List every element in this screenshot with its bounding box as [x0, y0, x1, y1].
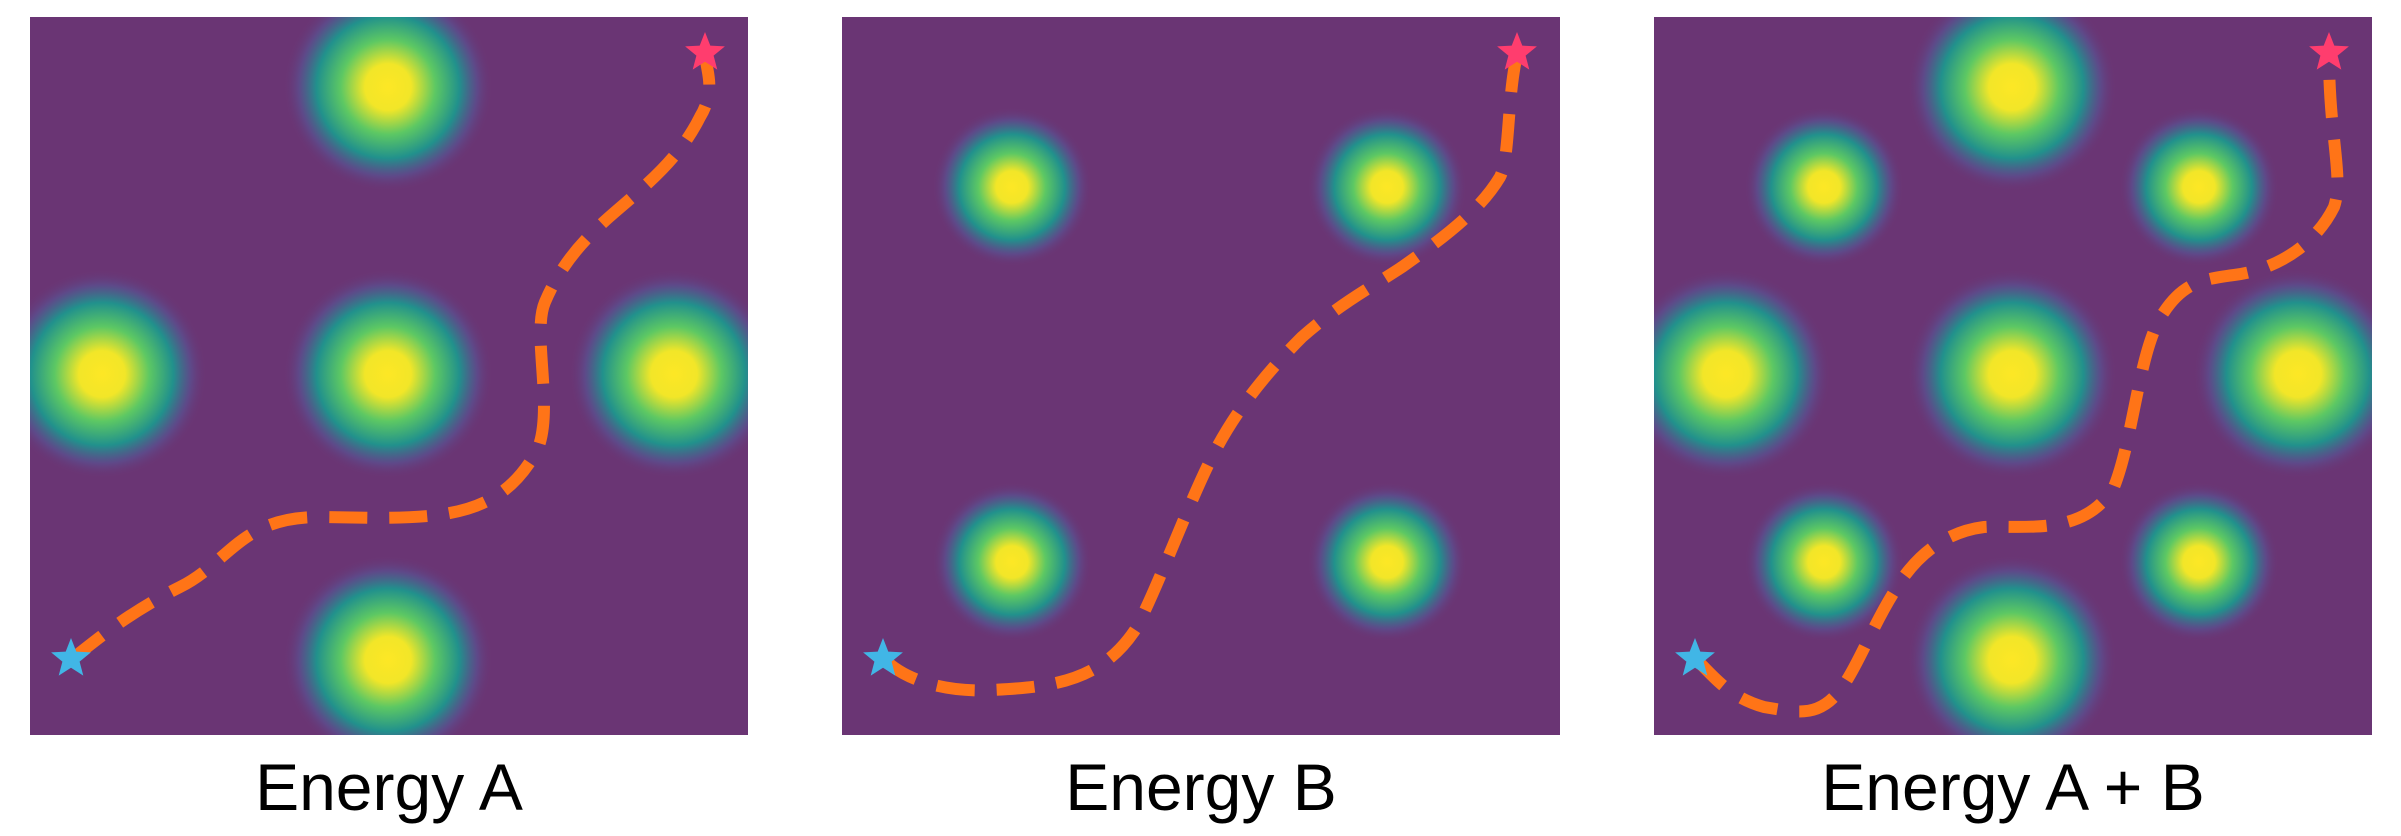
energy-peak: [1654, 269, 1831, 479]
energy-a-plus-b-panel: [1654, 17, 2372, 735]
energy-b-trajectory-path: [879, 53, 1523, 697]
energy-a-panel: [30, 17, 748, 735]
star-icon: [863, 638, 903, 676]
star-icon: [1675, 638, 1715, 676]
energy-b-background: [842, 17, 1560, 735]
energy-peak: [1744, 107, 1904, 267]
energy-a-plus-b-heatmap: [1654, 17, 2372, 735]
energy-a-plus-b-trajectory-path: [1691, 54, 2344, 718]
energy-peak: [283, 269, 493, 479]
energy-a-trajectory-path: [68, 54, 716, 664]
energy-peak: [283, 555, 493, 735]
star-icon: [2309, 32, 2349, 70]
energy-peak: [932, 482, 1092, 642]
star-icon: [51, 638, 91, 676]
energy-a-plus-b-caption: Energy A + B: [1821, 750, 2205, 824]
energy-peak: [569, 269, 748, 479]
energy-peak: [2119, 482, 2279, 642]
energy-a-heatmap: [30, 17, 748, 735]
energy-peak: [1907, 17, 2117, 192]
energy-peak: [2119, 107, 2279, 267]
energy-peak: [1744, 482, 1904, 642]
energy-peak: [1907, 269, 2117, 479]
energy-peak: [1907, 555, 2117, 735]
energy-b-panel: [842, 17, 1560, 735]
energy-peak: [932, 107, 1092, 267]
energy-peak: [30, 269, 207, 479]
energy-b-heatmap: [842, 17, 1560, 735]
energy-peak: [283, 17, 493, 192]
energy-peak: [2193, 269, 2372, 479]
energy-peak: [1307, 107, 1467, 267]
star-icon: [1497, 32, 1537, 70]
energy-b-caption: Energy B: [1065, 750, 1337, 824]
energy-a-caption: Energy A: [255, 750, 523, 824]
energy-peak: [1307, 482, 1467, 642]
star-icon: [685, 32, 725, 70]
